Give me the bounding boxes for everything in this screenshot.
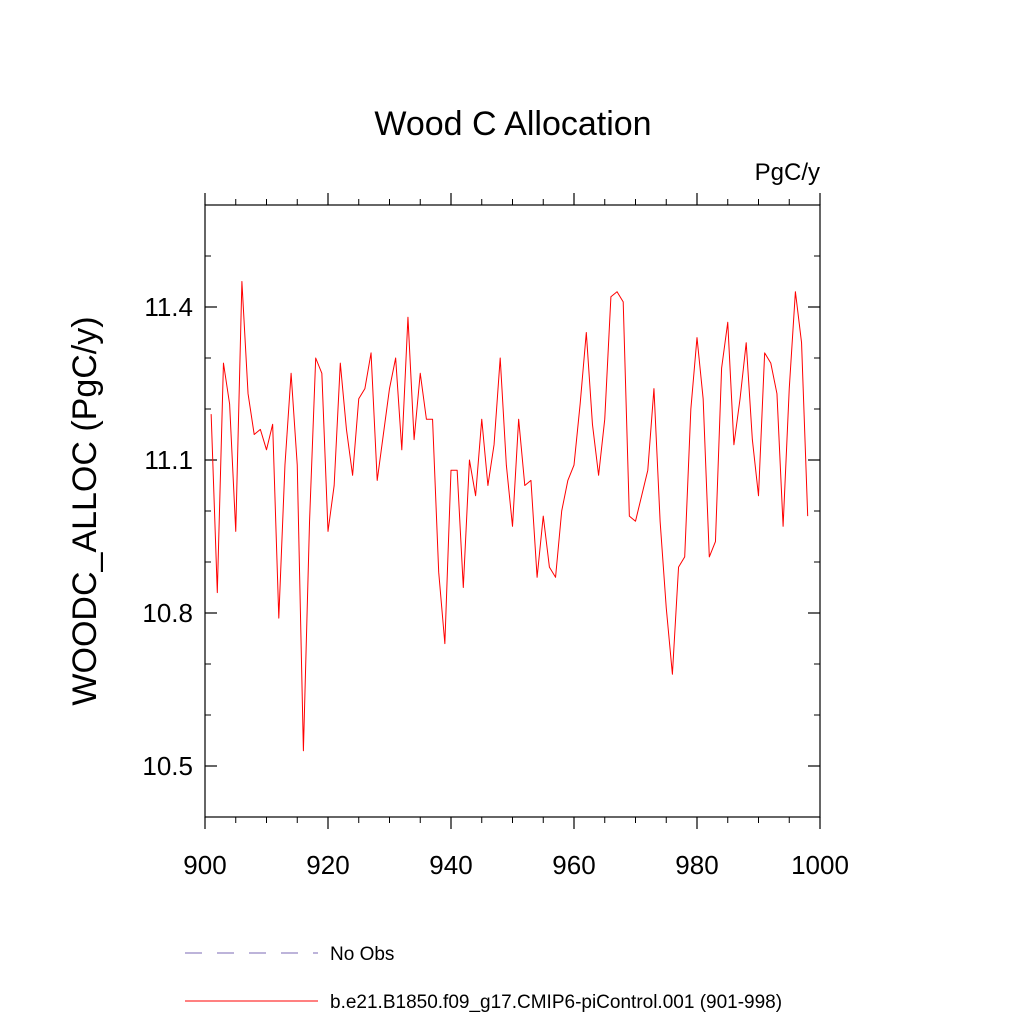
axis-ticks: 900 920 940 960 980 1000 10.5 10.8 11.1 11.4 bbox=[142, 193, 849, 880]
series-line-1 bbox=[210, 281, 809, 752]
chart-title: Wood C Allocation bbox=[374, 105, 651, 143]
x-tick-label: 920 bbox=[306, 850, 349, 880]
legend-no-obs-label: No Obs bbox=[330, 944, 394, 965]
series-lines bbox=[210, 281, 809, 752]
legend-run-label: b.e21.B1850.f09_g17.CMIP6-piControl.001 … bbox=[330, 992, 782, 1013]
x-tick-label: 900 bbox=[183, 850, 226, 880]
y-axis-label: WOODC_ALLOC (PgC/y) bbox=[66, 316, 104, 705]
legend: No Obs b.e21.B1850.f09_g17.CMIP6-piContr… bbox=[185, 944, 782, 1013]
x-tick-label: 960 bbox=[552, 850, 595, 880]
y-tick-label: 11.1 bbox=[144, 445, 193, 475]
x-tick-label: 940 bbox=[429, 850, 472, 880]
y-tick-label: 10.8 bbox=[142, 598, 193, 628]
x-tick-label: 980 bbox=[675, 850, 718, 880]
units-label: PgC/y bbox=[755, 159, 820, 186]
y-tick-label: 11.4 bbox=[144, 292, 193, 322]
x-tick-label: 1000 bbox=[791, 850, 849, 880]
plot-frame bbox=[204, 204, 821, 818]
y-tick-label: 10.5 bbox=[142, 751, 193, 781]
